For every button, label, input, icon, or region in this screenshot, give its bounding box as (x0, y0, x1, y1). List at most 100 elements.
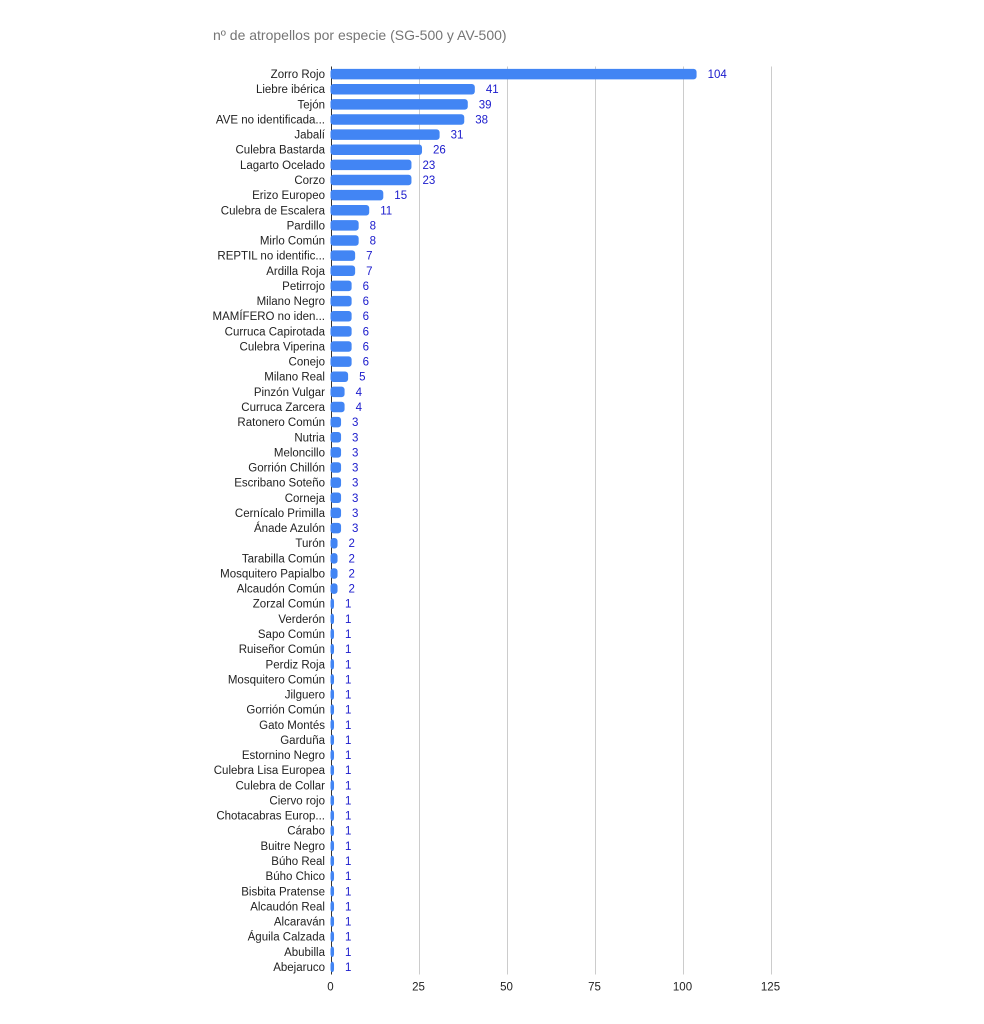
x-tick-label: 125 (761, 982, 780, 994)
bar[interactable] (330, 99, 468, 110)
x-tick-label: 75 (588, 982, 601, 994)
bar[interactable] (330, 537, 338, 549)
value-label: 2 (349, 553, 355, 565)
bar[interactable] (330, 946, 335, 958)
bar[interactable] (330, 931, 335, 942)
bar[interactable] (330, 265, 356, 277)
value-label: 1 (345, 871, 351, 883)
bar[interactable] (330, 144, 423, 155)
bar[interactable] (330, 704, 335, 715)
bar[interactable] (330, 553, 338, 564)
bar[interactable] (330, 840, 335, 852)
bar[interactable] (330, 916, 335, 927)
bar[interactable] (330, 598, 335, 609)
value-label: 23 (422, 175, 435, 187)
bar[interactable] (330, 310, 352, 322)
bar[interactable] (330, 250, 356, 261)
category-label: Milano Negro (257, 296, 325, 308)
bar[interactable] (330, 129, 440, 140)
category-label: Búho Real (271, 856, 325, 868)
value-label: 2 (349, 538, 355, 550)
category-label: Bisbita Pratense (241, 886, 325, 898)
bar[interactable] (330, 568, 338, 579)
category-label: Ánade Azulón (254, 522, 325, 535)
bar[interactable] (330, 189, 384, 201)
bar[interactable] (330, 583, 338, 594)
bar[interactable] (330, 341, 352, 352)
category-label: Culebra Bastarda (236, 145, 326, 157)
bar[interactable] (330, 795, 335, 806)
category-label: Pardillo (287, 220, 325, 232)
bar[interactable] (330, 356, 352, 367)
bar[interactable] (330, 901, 335, 912)
bar[interactable] (330, 386, 345, 398)
bar[interactable] (330, 764, 335, 776)
value-label: 3 (352, 447, 358, 459)
bar[interactable] (330, 432, 342, 443)
value-label: 1 (345, 856, 351, 868)
bar[interactable] (330, 825, 335, 836)
bar[interactable] (330, 280, 352, 292)
value-label: 4 (356, 402, 363, 414)
value-label: 3 (352, 478, 358, 490)
bar[interactable] (330, 371, 349, 382)
value-label: 8 (370, 236, 376, 248)
bar[interactable] (330, 870, 335, 882)
value-label: 6 (363, 296, 369, 308)
category-label: Búho Chico (266, 871, 325, 883)
bar[interactable] (330, 886, 335, 897)
value-label: 26 (433, 145, 446, 157)
bar[interactable] (330, 643, 335, 655)
value-label: 3 (352, 432, 358, 444)
bar[interactable] (330, 780, 335, 791)
value-label: 1 (345, 962, 351, 974)
bar[interactable] (330, 628, 335, 640)
value-label: 31 (451, 130, 464, 142)
bar[interactable] (330, 447, 342, 458)
bar[interactable] (330, 749, 335, 761)
category-label: Mosquitero Común (228, 674, 325, 686)
bar[interactable] (330, 522, 342, 534)
category-label: Corzo (294, 175, 325, 187)
bar[interactable] (330, 174, 412, 186)
bar[interactable] (330, 295, 352, 307)
bar[interactable] (330, 114, 465, 125)
bar[interactable] (330, 613, 335, 625)
bar[interactable] (330, 689, 335, 700)
bar[interactable] (330, 659, 335, 670)
category-label: Verderón (278, 614, 325, 626)
bar[interactable] (330, 235, 359, 246)
category-label: Alcaudón Real (250, 901, 325, 913)
category-label: Pinzón Vulgar (254, 387, 325, 399)
value-label: 3 (352, 493, 358, 505)
bar[interactable] (330, 205, 370, 216)
value-label: 8 (370, 220, 376, 232)
bar[interactable] (330, 810, 335, 821)
bar[interactable] (330, 507, 342, 519)
value-label: 6 (363, 341, 369, 353)
value-label: 1 (345, 780, 351, 792)
bar[interactable] (330, 83, 475, 95)
bar[interactable] (330, 855, 335, 867)
category-label: Jabalí (294, 130, 325, 142)
value-label: 1 (345, 720, 351, 732)
bar[interactable] (330, 401, 345, 413)
bar[interactable] (330, 719, 335, 731)
bar[interactable] (330, 68, 697, 80)
bar[interactable] (330, 220, 359, 231)
category-label: Culebra de Escalera (221, 205, 326, 217)
bar[interactable] (330, 477, 342, 488)
value-label: 1 (345, 690, 351, 702)
bar[interactable] (330, 492, 342, 504)
bar[interactable] (330, 462, 342, 473)
value-label: 6 (363, 311, 369, 323)
bar[interactable] (330, 961, 335, 973)
bar[interactable] (330, 416, 342, 428)
category-label: AVE no identificada... (216, 114, 325, 126)
bar[interactable] (330, 674, 335, 685)
bar[interactable] (330, 734, 335, 746)
bar[interactable] (330, 326, 352, 337)
category-label: Águila Calzada (248, 931, 326, 944)
bar[interactable] (330, 159, 412, 171)
